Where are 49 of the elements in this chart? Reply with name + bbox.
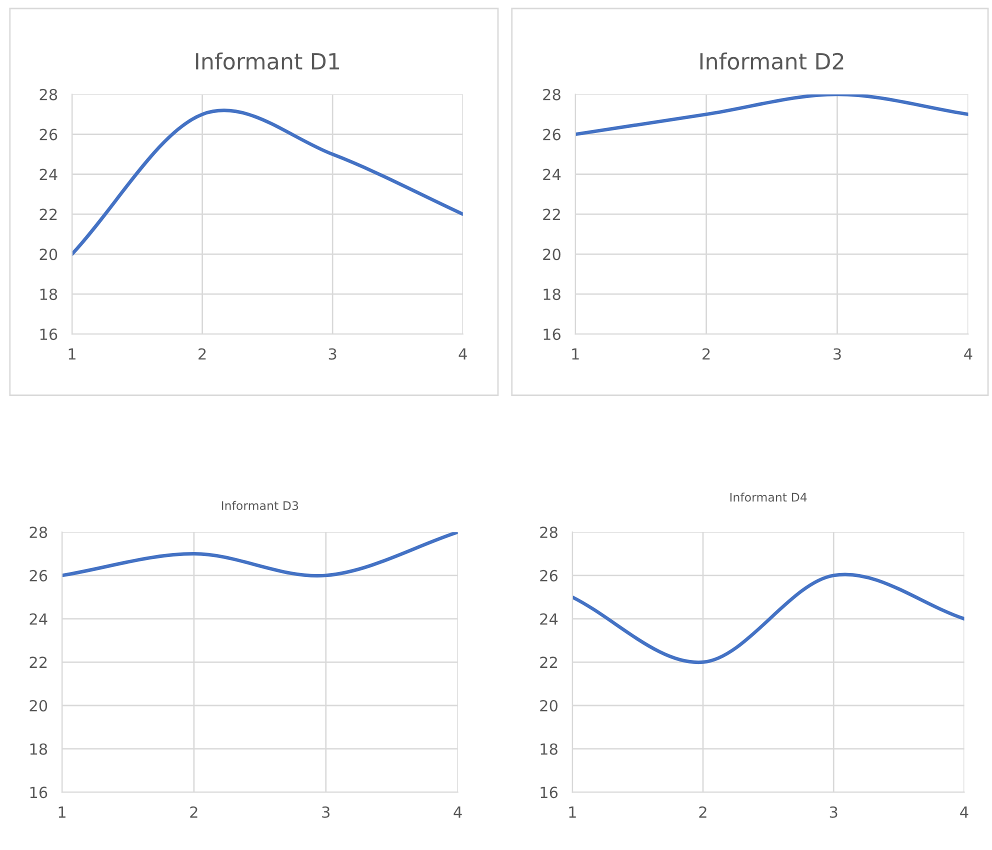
y-tick-label: 28 [540,526,558,538]
x-tick-label: 3 [834,348,841,360]
y-tick-label: 28 [543,88,560,100]
y-tick-label: 22 [30,656,47,668]
y-tick-label: 28 [40,88,58,100]
x-tick-label: 4 [454,806,462,818]
y-tick-label: 20 [543,248,560,260]
y-tick-label: 20 [30,700,48,712]
x-tick-label: 2 [198,348,206,360]
chart-title: Informant D4 [730,492,807,502]
y-tick-label: 18 [540,743,558,755]
y-tick-label: 24 [40,168,58,180]
y-tick-label: 22 [543,208,560,220]
y-tick-label: 18 [40,288,58,300]
chart-title: Informant D1 [196,52,339,70]
y-tick-label: 26 [40,128,58,140]
x-tick-label: 4 [458,348,467,360]
y-tick-label: 16 [40,328,58,340]
y-tick-label: 24 [543,168,561,180]
y-tick-label: 20 [40,248,58,260]
y-tick-label: 18 [30,743,48,755]
y-tick-label: 22 [40,208,57,220]
y-tick-label: 24 [540,613,558,625]
x-tick-label: 2 [190,806,198,818]
x-tick-label: 1 [68,348,76,360]
y-tick-label: 16 [540,786,558,798]
y-tick-label: 28 [30,526,48,538]
y-tick-label: 26 [30,570,48,582]
y-tick-label: 26 [543,128,561,140]
x-tick-label: 2 [699,806,706,818]
y-tick-label: 18 [544,288,560,300]
chart-title: Informant D3 [222,500,298,510]
line-series [572,572,964,664]
x-tick-label: 4 [964,348,972,360]
y-tick-label: 20 [540,700,558,712]
y-tick-label: 26 [540,570,558,582]
chart-title: Informant D2 [700,52,844,70]
x-tick-label: 1 [569,806,576,818]
x-tick-label: 3 [328,348,336,360]
x-tick-label: 3 [322,806,330,818]
y-tick-label: 22 [540,656,557,668]
y-tick-label: 16 [544,328,561,340]
y-tick-label: 24 [30,613,48,625]
x-tick-label: 4 [960,806,968,818]
x-tick-label: 2 [702,348,710,360]
x-tick-label: 3 [830,806,838,818]
x-tick-label: 1 [58,806,66,818]
x-tick-label: 1 [572,348,579,360]
y-tick-label: 16 [30,786,48,798]
